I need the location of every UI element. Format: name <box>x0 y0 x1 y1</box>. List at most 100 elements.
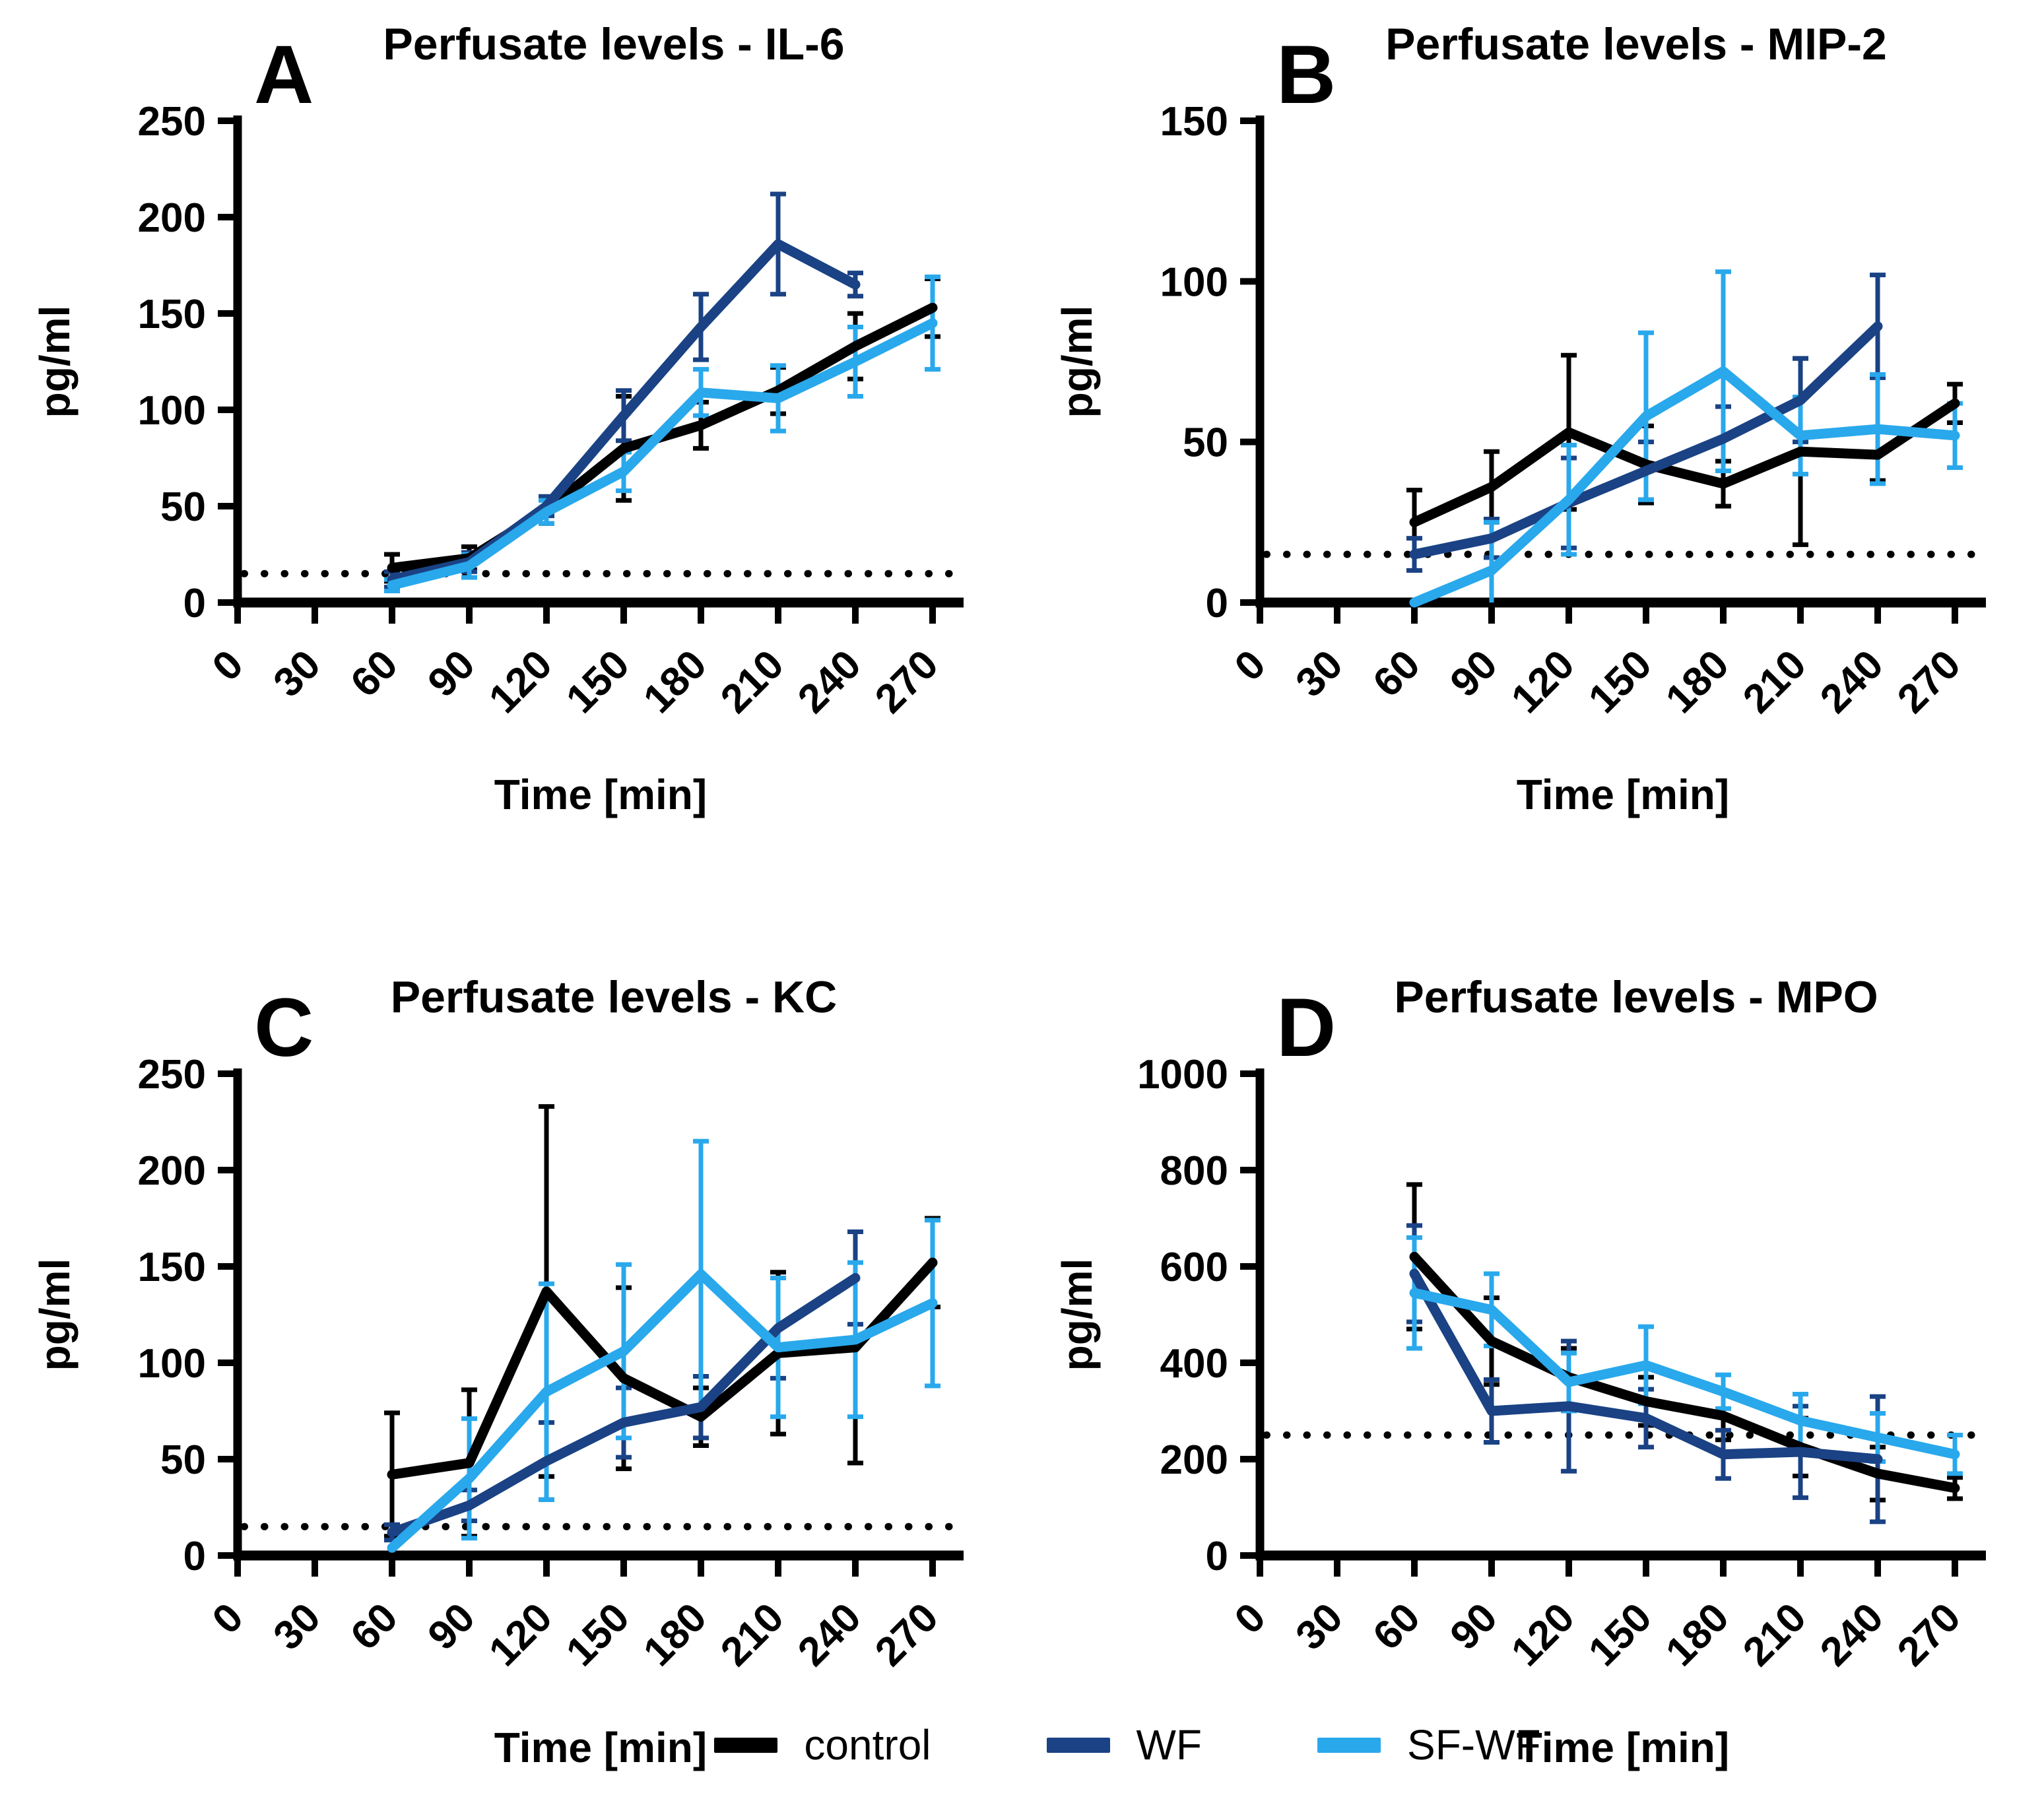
y-tick-label: 250 <box>138 99 206 145</box>
series-line-wf <box>387 1273 861 1538</box>
panel-letter: D <box>1276 982 1336 1074</box>
x-tick-label: 0 <box>1226 1594 1274 1643</box>
figure-legend: control WF SF-WF <box>106 1724 2044 1766</box>
y-axis-label: pg/ml <box>1053 1259 1101 1371</box>
x-tick-label: 120 <box>480 1594 561 1675</box>
legend-label: WF <box>1136 1721 1203 1769</box>
y-tick-label: 250 <box>138 1052 206 1097</box>
x-axis-label: Time [min] <box>1517 1724 1729 1771</box>
series-line-sf-wf <box>387 1269 938 1553</box>
x-tick-label: 90 <box>419 641 484 706</box>
legend-label: SF-WF <box>1407 1721 1541 1769</box>
panel-title: Perfusate levels - IL-6 <box>383 19 844 69</box>
legend-swatch-control <box>714 1737 778 1753</box>
x-axis-label: Time [min] <box>494 1724 707 1771</box>
x-tick-label: 30 <box>1287 1594 1352 1659</box>
chart-svg: D Perfusate levels - MPO02004006008001000… <box>1053 972 1990 1771</box>
legend-swatch-wf <box>1046 1737 1110 1753</box>
x-tick-label: 240 <box>1812 641 1892 722</box>
panel-b-mip2-chart: B Perfusate levels - MIP-2 0 50 100 150 0 30 60 9… <box>1022 5 2044 830</box>
y-tick-label: 0 <box>1206 1534 1228 1579</box>
y-tick-label: 150 <box>138 1245 206 1290</box>
legend-label: control <box>804 1721 931 1769</box>
x-tick-label: 0 <box>204 1594 252 1643</box>
x-tick-label: 60 <box>1364 641 1429 706</box>
y-tick-label: 50 <box>160 484 206 530</box>
x-tick-label: 270 <box>1889 1594 1969 1675</box>
x-tick-label: 180 <box>1657 1594 1738 1675</box>
panel-letter: B <box>1276 29 1336 121</box>
panel-letter: C <box>254 982 313 1074</box>
y-tick-label: 200 <box>1160 1437 1228 1483</box>
x-tick-label: 90 <box>1441 1594 1506 1659</box>
y-tick-label: 150 <box>138 292 206 337</box>
x-tick-label: 0 <box>204 641 252 690</box>
chart-svg: A Perfusate levels - IL-6 0 50 100 150 200 250 0… <box>31 19 968 818</box>
x-tick-label: 150 <box>1580 1594 1661 1675</box>
panel-letter: A <box>254 29 313 121</box>
panel-c-kc-chart: C Perfusate levels - KC 0 50 100 150 200 250 0 30… <box>0 958 1022 1783</box>
y-tick-label: 200 <box>138 1148 206 1194</box>
series-line-control <box>387 1257 938 1480</box>
series-line-sf-wf <box>387 318 938 591</box>
x-tick-label: 270 <box>867 641 947 722</box>
x-axis-label: Time [min] <box>494 771 707 818</box>
x-tick-label: 0 <box>1226 641 1274 690</box>
series-line-wf <box>1409 321 1883 560</box>
x-tick-label: 150 <box>1580 641 1661 722</box>
panel-title: Perfusate levels - MPO <box>1394 972 1878 1022</box>
legend-swatch-sf-wf <box>1317 1737 1381 1753</box>
x-tick-label: 180 <box>635 1594 715 1675</box>
x-tick-label: 240 <box>789 1594 870 1675</box>
y-tick-label: 600 <box>1160 1245 1228 1290</box>
series-line-wf <box>1409 1268 1883 1464</box>
x-tick-label: 30 <box>265 641 329 706</box>
series-line-control <box>1409 1251 1960 1493</box>
x-tick-label: 90 <box>1441 641 1506 706</box>
panel-d-mpo-chart: D Perfusate levels - MPO 0 200 400 600 800 1000… <box>1022 958 2044 1783</box>
y-axis-label: pg/ml <box>1053 306 1101 418</box>
x-tick-label: 270 <box>867 1594 947 1675</box>
x-tick-label: 30 <box>265 1594 329 1659</box>
chart-svg: C Perfusate levels - KC 0 50 100 150 200 250 0 30… <box>31 972 968 1771</box>
y-axis-label: pg/ml <box>31 1259 79 1371</box>
x-tick-label: 210 <box>712 641 793 722</box>
x-tick-label: 150 <box>558 641 638 722</box>
x-tick-label: 120 <box>1503 1594 1583 1675</box>
y-tick-label: 100 <box>138 1341 206 1387</box>
x-axis-label: Time [min] <box>1517 771 1729 818</box>
y-tick-label: 800 <box>1160 1148 1228 1194</box>
y-tick-label: 0 <box>1206 581 1228 626</box>
series-line-sf-wf <box>1409 1288 1960 1460</box>
y-tick-label: 50 <box>1183 420 1228 466</box>
legend-item-control: control <box>714 1724 931 1766</box>
x-tick-label: 90 <box>419 1594 484 1659</box>
y-tick-label: 0 <box>183 581 206 626</box>
x-tick-label: 240 <box>1812 1594 1892 1675</box>
y-tick-label: 50 <box>160 1437 206 1483</box>
x-tick-label: 210 <box>1734 1594 1815 1675</box>
series-line-sf-wf <box>1409 366 1960 608</box>
x-tick-label: 60 <box>1364 1594 1429 1659</box>
legend-item-sf-wf: SF-WF <box>1317 1724 1541 1766</box>
y-tick-label: 0 <box>183 1534 206 1579</box>
x-tick-label: 60 <box>342 641 407 706</box>
x-tick-label: 270 <box>1889 641 1969 722</box>
panel-title: Perfusate levels - MIP-2 <box>1385 19 1887 69</box>
y-axis-label: pg/ml <box>31 306 79 418</box>
y-tick-label: 400 <box>1160 1341 1228 1387</box>
series-line-control <box>1409 398 1960 527</box>
y-tick-label: 200 <box>138 195 206 241</box>
chart-svg: B Perfusate levels - MIP-2 0 50 100 150 0 30 60 9… <box>1053 19 1990 818</box>
y-tick-label: 150 <box>1160 99 1228 145</box>
y-tick-label: 1000 <box>1137 1052 1228 1097</box>
x-tick-label: 240 <box>789 641 870 722</box>
x-tick-label: 210 <box>1734 641 1815 722</box>
x-tick-label: 210 <box>712 1594 793 1675</box>
y-tick-label: 100 <box>1160 259 1228 305</box>
x-tick-label: 180 <box>1657 641 1738 722</box>
x-tick-label: 120 <box>1503 641 1583 722</box>
x-tick-label: 30 <box>1287 641 1352 706</box>
x-tick-label: 150 <box>558 1594 638 1675</box>
